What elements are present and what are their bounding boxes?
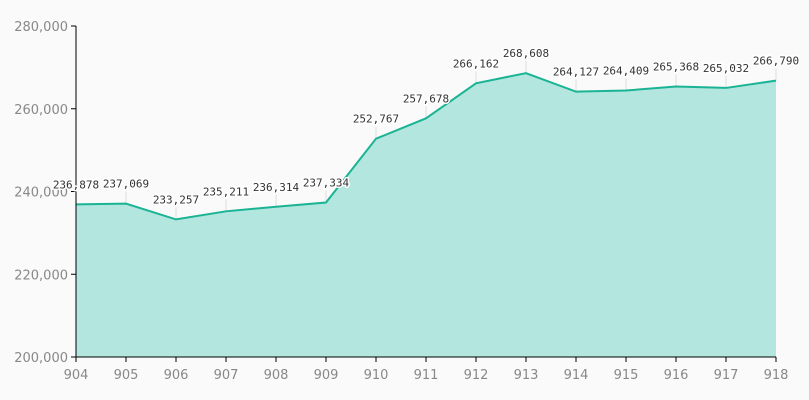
data-label: 257,678 [403,92,449,105]
x-tick-label: 918 [764,368,789,383]
series-line [75,72,777,221]
x-tick-label: 915 [614,368,639,383]
y-tick-label: 200,000 [14,351,68,366]
y-tick-label: 220,000 [14,268,68,283]
data-label: 252,767 [353,113,399,126]
x-tick-label: 917 [714,368,739,383]
data-label: 233,257 [153,193,199,206]
data-label: 237,069 [103,178,149,191]
x-tick-label: 913 [514,368,539,383]
x-tick-label: 905 [114,368,139,383]
y-tick-label: 240,000 [14,186,68,201]
x-tick-label: 910 [364,368,389,383]
data-label: 235,211 [203,185,249,198]
data-label: 264,409 [603,65,649,78]
data-label: 266,162 [453,57,499,70]
x-tick-label: 906 [164,368,189,383]
y-tick-label: 260,000 [14,103,68,118]
area-fill [76,73,776,357]
x-tick-label: 916 [664,368,689,383]
y-tick-label: 280,000 [14,20,68,35]
data-label: 237,334 [303,177,350,190]
data-label: 265,032 [703,62,749,75]
x-tick-label: 914 [564,368,589,383]
data-label: 266,790 [753,55,799,68]
data-label: 264,127 [553,66,599,79]
x-tick-label: 907 [214,368,239,383]
x-tick-label: 909 [314,368,339,383]
x-tick-label: 904 [64,368,89,383]
x-tick-label: 908 [264,368,289,383]
x-tick-label: 911 [414,368,439,383]
data-label: 236,878 [53,178,99,191]
data-label: 265,368 [653,61,699,74]
data-label: 236,314 [253,181,300,194]
x-tick-label: 912 [464,368,489,383]
data-label: 268,608 [503,47,549,60]
